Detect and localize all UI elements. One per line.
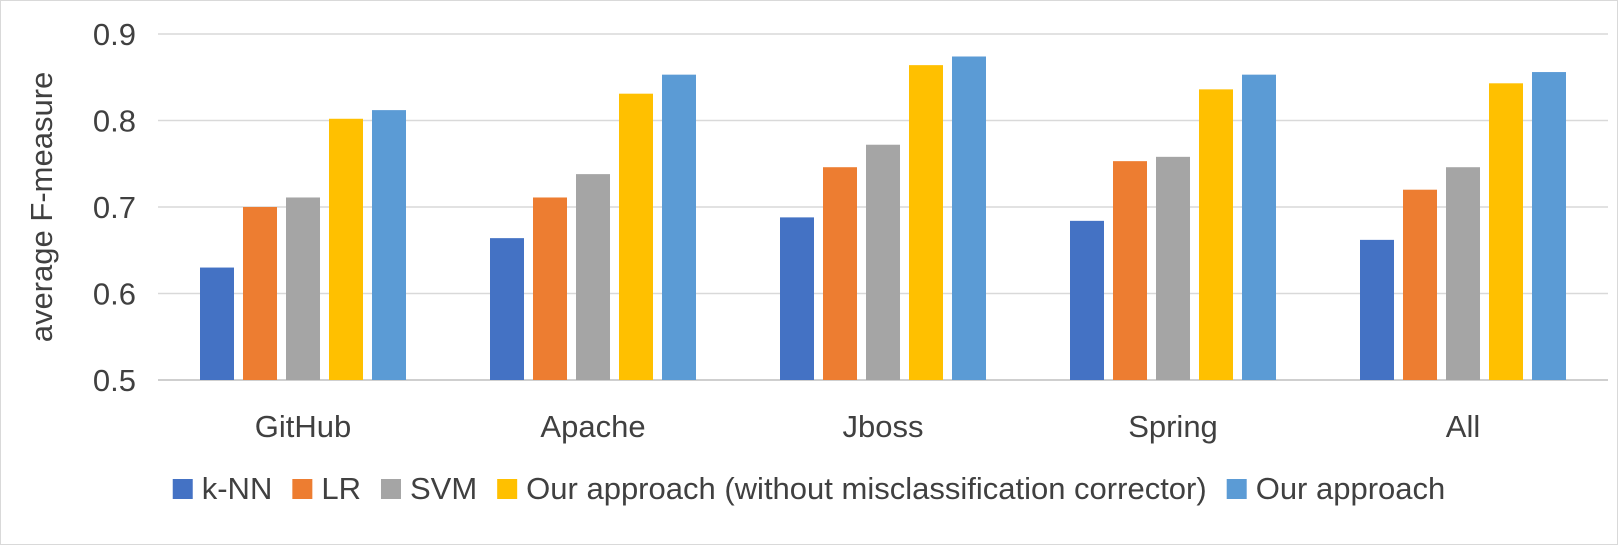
bar-svm-jboss	[866, 144, 900, 380]
legend-swatch	[497, 479, 518, 499]
bar-our-approach-without-misclassification-corrector-apache	[619, 93, 653, 380]
legend-label: SVM	[410, 471, 477, 506]
bar-lr-all	[1403, 189, 1437, 380]
bar-lr-apache	[533, 197, 567, 380]
legend-label: k-NN	[202, 471, 273, 506]
bar-lr-github	[243, 207, 277, 380]
legend: k-NN LR SVM Our approach (without misclassi…	[172, 471, 1446, 506]
bar-svm-all	[1446, 167, 1480, 380]
x-category-label: All	[1446, 409, 1480, 444]
bar-our-approach-jboss	[952, 56, 986, 381]
legend-swatch	[172, 479, 193, 499]
legend-swatch	[380, 479, 401, 499]
x-category-label: Spring	[1128, 409, 1218, 444]
bar-k-nn-jboss	[780, 217, 814, 380]
y-tick-label: 0.6	[93, 277, 136, 312]
y-tick-label: 0.5	[93, 363, 136, 398]
x-category-label: Jboss	[843, 409, 924, 444]
bar-k-nn-spring	[1070, 220, 1104, 380]
bar-lr-jboss	[823, 167, 857, 380]
legend-swatch	[1226, 479, 1247, 499]
bar-svm-spring	[1156, 156, 1190, 380]
legend-label: Our approach (without misclassification …	[526, 471, 1207, 506]
bar-our-approach-without-misclassification-corrector-all	[1489, 83, 1523, 381]
y-tick-label: 0.9	[93, 17, 136, 52]
bar-our-approach-spring	[1242, 74, 1276, 380]
y-tick-label: 0.8	[93, 104, 136, 139]
bar-k-nn-apache	[490, 238, 524, 380]
bars	[200, 56, 1566, 381]
x-axis-categories: GitHub Apache Jboss Spring All	[255, 409, 1480, 444]
bar-k-nn-github	[200, 267, 234, 380]
bar-our-approach-apache	[662, 74, 696, 380]
y-tick-label: 0.7	[93, 190, 136, 225]
bar-our-approach-without-misclassification-corrector-spring	[1199, 89, 1233, 381]
x-category-label: GitHub	[255, 409, 351, 444]
bar-our-approach-without-misclassification-corrector-jboss	[909, 65, 943, 380]
legend-label: Our approach	[1256, 471, 1446, 506]
bar-k-nn-all	[1360, 239, 1394, 380]
bar-svm-github	[286, 197, 320, 380]
bar-our-approach-all	[1532, 72, 1566, 380]
y-axis-title: average F-measure	[24, 72, 59, 343]
x-category-label: Apache	[540, 409, 645, 444]
bar-svm-apache	[576, 174, 610, 380]
bar-our-approach-without-misclassification-corrector-github	[329, 118, 363, 381]
bar-our-approach-github	[372, 110, 406, 381]
bar-lr-spring	[1113, 161, 1147, 380]
y-axis-ticks: 0.5 0.6 0.7 0.8 0.9	[93, 17, 136, 398]
legend-swatch	[292, 479, 313, 499]
legend-label: LR	[321, 471, 361, 506]
